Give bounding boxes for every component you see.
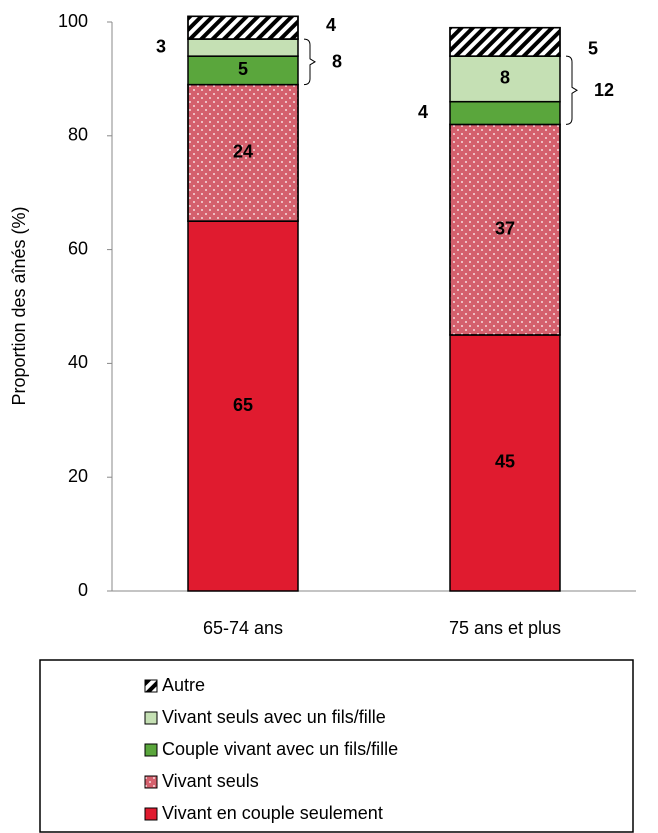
data-label: 45 [495,452,515,472]
data-label: 65 [233,395,253,415]
legend-label: Autre [162,675,205,695]
brace [303,38,316,86]
bar-pattern [449,26,561,57]
brace [565,55,578,125]
data-label: 24 [233,142,253,162]
brace-label: 8 [332,52,342,72]
x-tick-label: 75 ans et plus [449,618,561,638]
y-tick-label: 80 [68,125,88,145]
bar-segment [449,100,561,126]
y-tick-label: 100 [58,11,88,31]
brace-label: 12 [594,80,614,100]
legend-label: Vivant seuls [162,771,259,791]
legend-swatch [144,743,158,757]
bar-segment [187,38,299,57]
y-axis-label: Proportion des aînés (%) [9,206,29,405]
legend-swatch [144,711,158,725]
bar-segment [449,55,561,103]
legend-label: Couple vivant avec un fils/fille [162,739,398,759]
legend-swatch [144,807,158,821]
data-label: 5 [588,38,598,58]
legend-swatch-pattern [144,775,158,789]
data-label: 4 [418,102,428,122]
data-label: 3 [156,36,166,56]
x-tick-label: 65-74 ans [203,618,283,638]
y-tick-label: 0 [78,580,88,600]
data-label: 8 [500,68,510,88]
legend-box [39,659,634,833]
data-label: 4 [326,15,336,35]
y-tick-label: 40 [68,352,88,372]
bar-segment [187,220,299,592]
legend-label: Vivant seuls avec un fils/fille [162,707,386,727]
bar-pattern [187,15,299,40]
bar-segment [449,334,561,592]
legend-label: Vivant en couple seulement [162,803,383,823]
data-label: 5 [238,59,248,79]
legend-swatch-pattern [144,679,158,693]
data-label: 37 [495,218,515,238]
y-tick-label: 20 [68,466,88,486]
y-tick-label: 60 [68,238,88,258]
bar-pattern [449,123,561,336]
